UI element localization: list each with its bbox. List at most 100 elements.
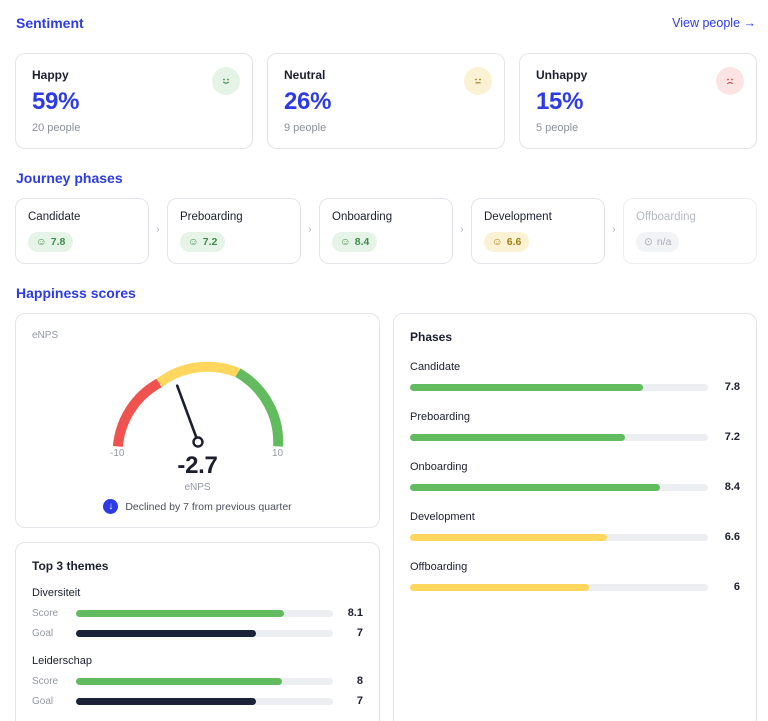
phase-score-item: Development 6.6 xyxy=(410,511,740,543)
theme-goal-row: Goal 7 xyxy=(32,691,363,711)
phase-card-development[interactable]: Development ☺ 6.6 xyxy=(471,198,605,264)
chevron-right-icon: › xyxy=(156,224,160,236)
goal-value: 7 xyxy=(356,627,363,639)
sentiment-label: Neutral xyxy=(284,68,326,82)
phase-card-offboarding: Offboarding ⊙ n/a xyxy=(623,198,757,264)
phase-score-badge: ⊙ n/a xyxy=(636,232,680,252)
enps-decline-note: ↓ Declined by 7 from previous quarter xyxy=(16,499,379,514)
phase-bar-fill xyxy=(410,433,625,441)
gauge-min-label: -10 xyxy=(110,448,125,459)
sentiment-percent: 59% xyxy=(32,88,80,115)
sentiment-title: Sentiment xyxy=(16,15,84,31)
phase-name: Development xyxy=(410,511,475,523)
gauge-max-label: 10 xyxy=(272,448,284,459)
happy-face-icon xyxy=(212,67,240,95)
enps-value: -2.7 xyxy=(177,452,218,479)
phases-card: Phases Candidate 7.8 Preboarding 7.2 Onb… xyxy=(393,313,757,721)
phase-track xyxy=(410,433,709,441)
phase-name: Onboarding xyxy=(410,461,468,473)
score-track xyxy=(75,609,334,617)
goal-track xyxy=(75,629,334,637)
phase-card-onboarding[interactable]: Onboarding ☺ 8.4 xyxy=(319,198,453,264)
smile-icon: ☺ xyxy=(340,236,351,248)
smile-icon: ☺ xyxy=(492,236,503,248)
phase-track xyxy=(410,483,709,491)
neutral-face-icon xyxy=(464,67,492,95)
sentiment-card-unhappy: Unhappy 15% 5 people xyxy=(519,53,757,149)
enps-unit: eNPS xyxy=(184,482,211,493)
phase-name: Offboarding xyxy=(410,561,468,573)
sentiment-people: 9 people xyxy=(284,122,327,134)
gauge-yellow-segment xyxy=(156,361,240,387)
phase-bar-fill xyxy=(410,383,643,391)
phase-bar-fill xyxy=(410,533,607,541)
phase-name: Development xyxy=(484,211,552,223)
score-track xyxy=(75,677,334,685)
neutral-icon: ⊙ xyxy=(644,236,653,248)
goal-track xyxy=(75,697,334,705)
sad-face-icon xyxy=(716,67,744,95)
enps-label: eNPS xyxy=(32,330,59,341)
phase-name: Onboarding xyxy=(332,211,393,223)
phase-score-badge: ☺ 6.6 xyxy=(484,232,530,252)
smile-icon: ☺ xyxy=(36,236,47,248)
sentiment-card-neutral: Neutral 26% 9 people xyxy=(267,53,505,149)
phase-value: 6.6 xyxy=(724,531,740,543)
phase-card-preboarding[interactable]: Preboarding ☺ 7.2 xyxy=(167,198,301,264)
phase-name: Candidate xyxy=(28,211,81,223)
theme-goal-row: Goal 7 xyxy=(32,623,363,643)
goal-bar-fill xyxy=(75,697,256,705)
phase-track xyxy=(410,383,709,391)
phase-value: 6 xyxy=(733,581,740,593)
goal-label: Goal xyxy=(32,695,54,707)
score-bar-fill xyxy=(75,609,285,617)
smile-icon: ☺ xyxy=(188,236,199,248)
phase-name: Preboarding xyxy=(410,411,470,423)
phase-name: Candidate xyxy=(410,361,461,373)
phase-score-badge: ☺ 7.8 xyxy=(28,232,74,252)
phase-score-badge: ☺ 8.4 xyxy=(332,232,378,252)
goal-bar-fill xyxy=(75,629,256,637)
phase-track xyxy=(410,583,709,591)
theme-name: Diversiteit xyxy=(32,587,81,599)
phase-card-candidate[interactable]: Candidate ☺ 7.8 xyxy=(15,198,149,264)
arrow-down-icon: ↓ xyxy=(103,499,119,514)
score-label: Score xyxy=(32,675,59,687)
theme-score-row: Score 8.1 xyxy=(32,603,363,623)
enps-card: eNPS -10 10 -2.7 eNPS ↓ Declined by 7 fr… xyxy=(15,313,380,528)
happiness-scores-title: Happiness scores xyxy=(16,285,136,301)
phase-value: 7.8 xyxy=(724,381,740,393)
gauge-needle-hub xyxy=(192,436,204,448)
phase-score-item: Onboarding 8.4 xyxy=(410,461,740,493)
phase-bar-fill xyxy=(410,483,661,491)
phase-value: 8.4 xyxy=(724,481,740,493)
chevron-right-icon: › xyxy=(612,224,616,236)
phase-value: 7.2 xyxy=(724,431,740,443)
sentiment-card-happy: Happy 59% 20 people xyxy=(15,53,253,149)
journey-phases-title: Journey phases xyxy=(16,170,123,186)
phase-score-badge: ☺ 7.2 xyxy=(180,232,226,252)
chevron-right-icon: › xyxy=(308,224,312,236)
theme-score-row: Score 8 xyxy=(32,671,363,691)
sentiment-label: Happy xyxy=(32,68,69,82)
gauge-red-segment xyxy=(112,378,162,447)
view-people-link[interactable]: View people → xyxy=(672,16,756,30)
phase-track xyxy=(410,533,709,541)
phases-title: Phases xyxy=(410,330,453,344)
decline-text: Declined by 7 from previous quarter xyxy=(125,500,292,513)
phase-name: Offboarding xyxy=(636,211,696,223)
goal-label: Goal xyxy=(32,627,54,639)
phase-name: Preboarding xyxy=(180,211,243,223)
gauge-needle xyxy=(175,384,200,444)
score-value: 8.1 xyxy=(347,607,363,619)
phase-score-item: Candidate 7.8 xyxy=(410,361,740,393)
goal-value: 7 xyxy=(356,695,363,707)
theme-name: Leiderschap xyxy=(32,655,92,667)
top-themes-card: Top 3 themes Diversiteit Score 8.1 Goal … xyxy=(15,542,380,721)
sentiment-people: 5 people xyxy=(536,122,579,134)
score-bar-fill xyxy=(75,677,282,685)
phase-score-item: Offboarding 6 xyxy=(410,561,740,593)
enps-gauge xyxy=(112,361,284,448)
sentiment-label: Unhappy xyxy=(536,68,588,82)
score-value: 8 xyxy=(356,675,363,687)
